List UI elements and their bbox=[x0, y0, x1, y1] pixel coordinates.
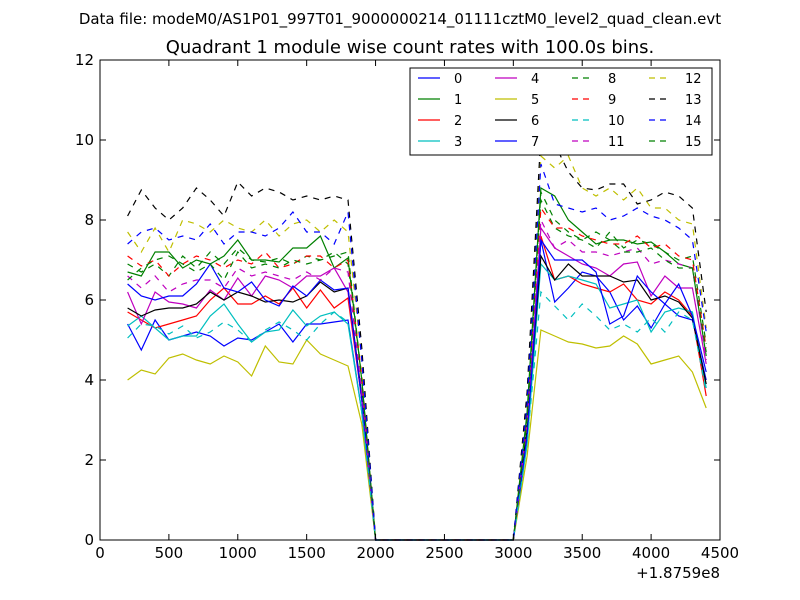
legend-label-8: 8 bbox=[608, 72, 616, 87]
y-tick-label: 10 bbox=[75, 131, 94, 149]
y-tick-label: 0 bbox=[84, 531, 94, 549]
series-line-10 bbox=[127, 290, 707, 541]
y-tick-label: 12 bbox=[75, 51, 94, 69]
x-tick-label: 2500 bbox=[425, 544, 463, 562]
series-line-2 bbox=[127, 235, 707, 541]
y-tick-label: 4 bbox=[84, 371, 94, 389]
series-line-6 bbox=[127, 254, 707, 541]
plot-lines bbox=[127, 132, 707, 541]
series-line-4 bbox=[127, 226, 707, 541]
legend-label-3: 3 bbox=[454, 135, 462, 150]
legend-label-15: 15 bbox=[685, 135, 702, 150]
x-tick-label: 0 bbox=[95, 544, 105, 562]
x-tick-label: 500 bbox=[155, 544, 184, 562]
series-line-8 bbox=[127, 197, 707, 541]
series-line-12 bbox=[127, 154, 707, 541]
legend-label-6: 6 bbox=[531, 114, 539, 129]
legend-label-13: 13 bbox=[685, 93, 702, 108]
x-tick-label: 3500 bbox=[563, 544, 601, 562]
x-tick-label: 3000 bbox=[494, 544, 532, 562]
legend-label-14: 14 bbox=[685, 114, 702, 129]
legend-label-10: 10 bbox=[608, 114, 625, 129]
suptitle: Data file: modeM0/AS1P01_997T01_90000002… bbox=[79, 10, 721, 29]
x-tick-label: 4000 bbox=[632, 544, 670, 562]
series-line-9 bbox=[127, 206, 707, 541]
y-tick-label: 2 bbox=[84, 451, 94, 469]
legend-label-1: 1 bbox=[454, 93, 462, 108]
x-offset-label: +1.8759e8 bbox=[636, 564, 720, 582]
legend-label-4: 4 bbox=[531, 72, 539, 87]
series-line-5 bbox=[127, 329, 707, 541]
legend-label-5: 5 bbox=[531, 93, 539, 108]
x-tick-label: 2000 bbox=[356, 544, 394, 562]
series-line-13 bbox=[127, 132, 707, 541]
legend-label-12: 12 bbox=[685, 72, 702, 87]
series-line-1 bbox=[127, 186, 707, 541]
series-line-14 bbox=[127, 163, 707, 541]
legend-label-11: 11 bbox=[608, 135, 625, 150]
x-tick-label: 1500 bbox=[288, 544, 326, 562]
chart-title: Quadrant 1 module wise count rates with … bbox=[166, 37, 655, 58]
series-line-0 bbox=[127, 239, 707, 541]
legend-label-0: 0 bbox=[454, 72, 462, 87]
y-tick-label: 6 bbox=[84, 291, 94, 309]
y-tick-label: 8 bbox=[84, 211, 94, 229]
series-line-15 bbox=[127, 189, 707, 541]
series-line-7 bbox=[127, 238, 707, 541]
legend-label-7: 7 bbox=[531, 135, 539, 150]
axis-ticks: 0 500 1000 1500 2000 2500 3000 3500 4000 4500 0 2 4 6… bbox=[75, 51, 739, 562]
x-tick-label: 1000 bbox=[219, 544, 257, 562]
legend-label-2: 2 bbox=[454, 114, 462, 129]
series-line-3 bbox=[127, 262, 707, 541]
x-tick-label: 4500 bbox=[701, 544, 739, 562]
legend-label-9: 9 bbox=[608, 93, 616, 108]
